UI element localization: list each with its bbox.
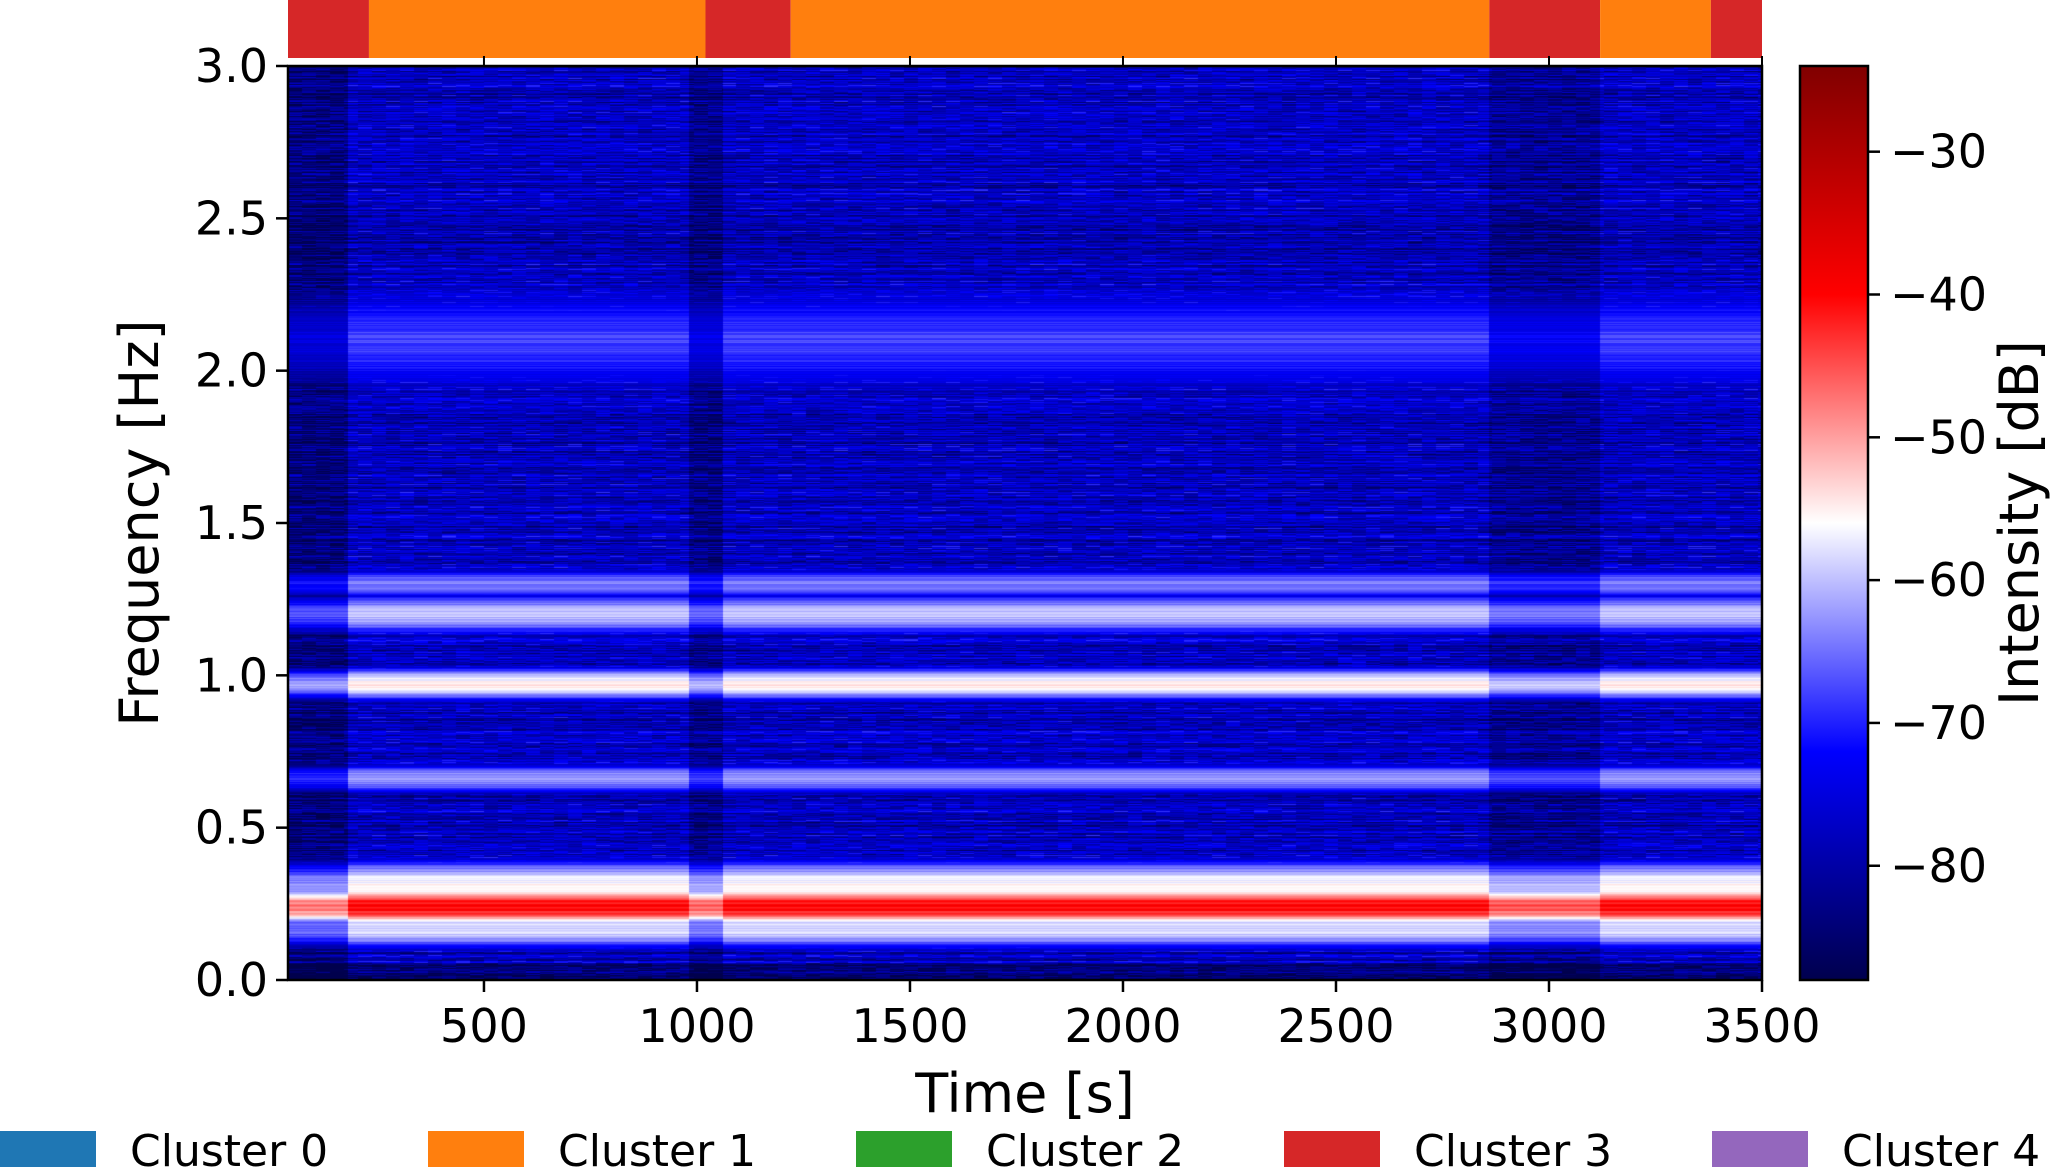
y-tick-label: 2.0 xyxy=(195,344,268,398)
colorbar-ticks: −80 −70 −60 −50 −40 −30 xyxy=(1868,125,1987,893)
colorbar-tick-label: −70 xyxy=(1890,696,1987,750)
colorbar-frame xyxy=(1798,64,1870,982)
y-tick-label: 1.5 xyxy=(195,496,268,550)
cluster-segment xyxy=(705,0,791,58)
cluster-strip xyxy=(288,0,1762,58)
legend-swatch xyxy=(0,1131,96,1167)
y-tick-label: 0.0 xyxy=(195,953,268,1007)
legend-label: Cluster 4 xyxy=(1842,1126,2040,1168)
colorbar-tick-label: −80 xyxy=(1890,839,1987,893)
x-axis-title: Time [s] xyxy=(914,1062,1135,1125)
spectrogram-image xyxy=(288,66,1762,980)
x-tick-label: 1000 xyxy=(638,999,755,1053)
colorbar-tick-label: −50 xyxy=(1890,410,1987,464)
colorbar: −80 −70 −60 −50 −40 −30 Intensity [dB] xyxy=(1798,64,2051,982)
x-tick-label: 2000 xyxy=(1064,999,1181,1053)
colorbar-tick-label: −40 xyxy=(1890,268,1987,322)
legend-swatch xyxy=(1284,1131,1380,1167)
cluster-segment xyxy=(368,0,706,58)
legend-label: Cluster 0 xyxy=(130,1126,328,1168)
legend: Cluster 0 Cluster 1 Cluster 2 Cluster 3 Clus… xyxy=(0,1126,2040,1168)
y-tick-label: 2.5 xyxy=(195,191,268,245)
legend-label: Cluster 1 xyxy=(558,1126,756,1168)
x-tick-label: 3000 xyxy=(1490,999,1607,1053)
y-tick-label: 0.5 xyxy=(195,801,268,855)
legend-swatch xyxy=(1712,1131,1808,1167)
x-tick-label: 500 xyxy=(440,999,528,1053)
colorbar-gradient xyxy=(1800,66,1868,980)
legend-swatch xyxy=(428,1131,524,1167)
x-tick-label: 2500 xyxy=(1277,999,1394,1053)
x-tick-label: 3500 xyxy=(1703,999,1820,1053)
legend-label: Cluster 3 xyxy=(1414,1126,1612,1168)
colorbar-title: Intensity [dB] xyxy=(1988,340,2051,706)
y-tick-label: 1.0 xyxy=(195,648,268,702)
legend-swatch xyxy=(856,1131,952,1167)
legend-label: Cluster 2 xyxy=(986,1126,1184,1168)
x-axis: 500 1000 1500 2000 2500 3000 3500 xyxy=(440,56,1821,1053)
cluster-segment xyxy=(1489,0,1601,58)
cluster-segment xyxy=(790,0,1490,58)
colorbar-tick-label: −30 xyxy=(1890,125,1987,179)
cluster-segment xyxy=(1710,0,1762,58)
y-tick-label: 3.0 xyxy=(195,39,268,93)
x-tick-label: 1500 xyxy=(851,999,968,1053)
colorbar-tick-label: −60 xyxy=(1890,553,1987,607)
spectrogram-plot xyxy=(286,64,1764,982)
cluster-segment xyxy=(288,0,369,58)
y-axis: 0.0 0.5 1.0 1.5 2.0 2.5 3.0 xyxy=(195,39,288,1007)
cluster-segment xyxy=(1600,0,1711,58)
y-axis-title: Frequency [Hz] xyxy=(108,319,171,726)
